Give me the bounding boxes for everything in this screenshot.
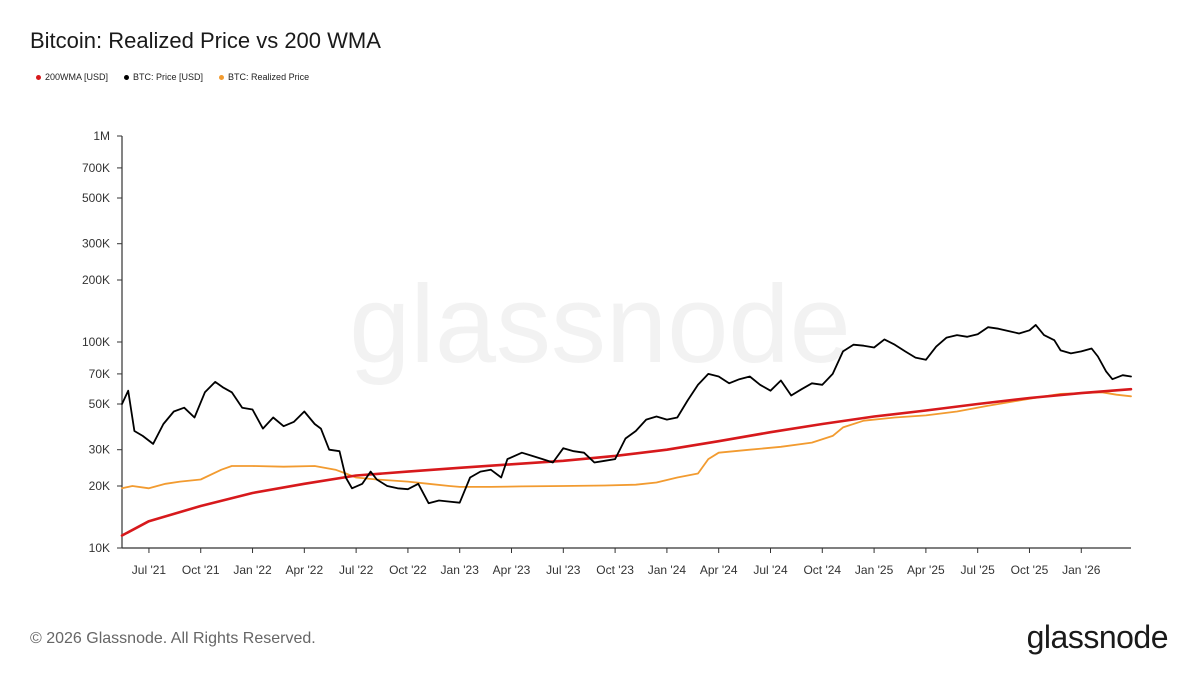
x-tick-label: Jan '22 — [233, 563, 272, 577]
series-line-200wma-usd[interactable] — [120, 387, 1133, 537]
x-tick-label: Jan '25 — [855, 563, 894, 577]
y-tick-label: 300K — [82, 237, 110, 251]
y-axis: 10K 20K 30K 50K 70K 100K 200K 300K 500K 700K 1M — [82, 129, 123, 555]
legend-item-realized-price[interactable]: BTC: Realized Price — [219, 72, 309, 82]
x-tick-label: Oct '24 — [803, 563, 841, 577]
x-tick-label: Jul '22 — [339, 563, 374, 577]
legend-item-btc-price[interactable]: BTC: Price [USD] — [124, 72, 203, 82]
y-tick-label: 200K — [82, 273, 110, 287]
x-tick-label: Jul '25 — [961, 563, 996, 577]
x-tick-label: Oct '23 — [596, 563, 634, 577]
copyright-text: © 2026 Glassnode. All Rights Reserved. — [30, 630, 316, 647]
watermark-text: glassnode — [349, 263, 851, 386]
legend-label-btc-price: BTC: Price [USD] — [133, 72, 204, 82]
y-tick-label: 10K — [89, 541, 110, 555]
x-tick-label: Apr '22 — [285, 563, 323, 577]
legend-dot-btc-price — [124, 74, 130, 80]
legend-item-200wma[interactable]: 200WMA [USD] — [36, 72, 108, 82]
x-tick-label: Jul '21 — [132, 563, 167, 577]
legend-label-200wma: 200WMA [USD] — [45, 72, 109, 82]
x-tick-label: Oct '25 — [1011, 563, 1049, 577]
x-tick-label: Oct '21 — [182, 563, 220, 577]
y-tick-label: 30K — [89, 443, 110, 457]
legend: 200WMA [USD] BTC: Price [USD] BTC: Reali… — [36, 72, 309, 82]
glassnode-logo[interactable]: glassnode — [1026, 619, 1169, 655]
x-tick-label: Jul '24 — [753, 563, 788, 577]
x-tick-label: Jan '24 — [648, 563, 687, 577]
series-line-btc-price-usd[interactable] — [121, 324, 1132, 505]
legend-label-realized-price: BTC: Realized Price — [228, 72, 310, 82]
series-layer — [120, 324, 1133, 537]
series-line-btc-realized-price[interactable] — [121, 391, 1132, 490]
x-axis: Jul '21 Oct '21 Jan '22 Apr '22 Jul '22 Oct '… — [122, 547, 1131, 577]
x-tick-label: Jan '23 — [441, 563, 480, 577]
y-tick-label: 70K — [89, 367, 110, 381]
x-tick-label: Apr '25 — [907, 563, 945, 577]
x-tick-label: Oct '22 — [389, 563, 427, 577]
y-tick-label: 1M — [93, 129, 110, 143]
legend-dot-realized-price — [219, 74, 225, 80]
x-tick-label: Apr '23 — [493, 563, 531, 577]
legend-dot-200wma — [36, 74, 41, 80]
x-tick-label: Jan '26 — [1062, 563, 1101, 577]
y-tick-label: 50K — [89, 397, 110, 411]
x-tick-label: Apr '24 — [700, 563, 738, 577]
chart-title: Bitcoin: Realized Price vs 200 WMA — [30, 28, 381, 53]
y-tick-label: 700K — [82, 161, 110, 175]
y-tick-label: 20K — [89, 479, 110, 493]
y-tick-label: 500K — [82, 191, 110, 205]
y-tick-label: 100K — [82, 335, 110, 349]
x-tick-label: Jul '23 — [546, 563, 581, 577]
